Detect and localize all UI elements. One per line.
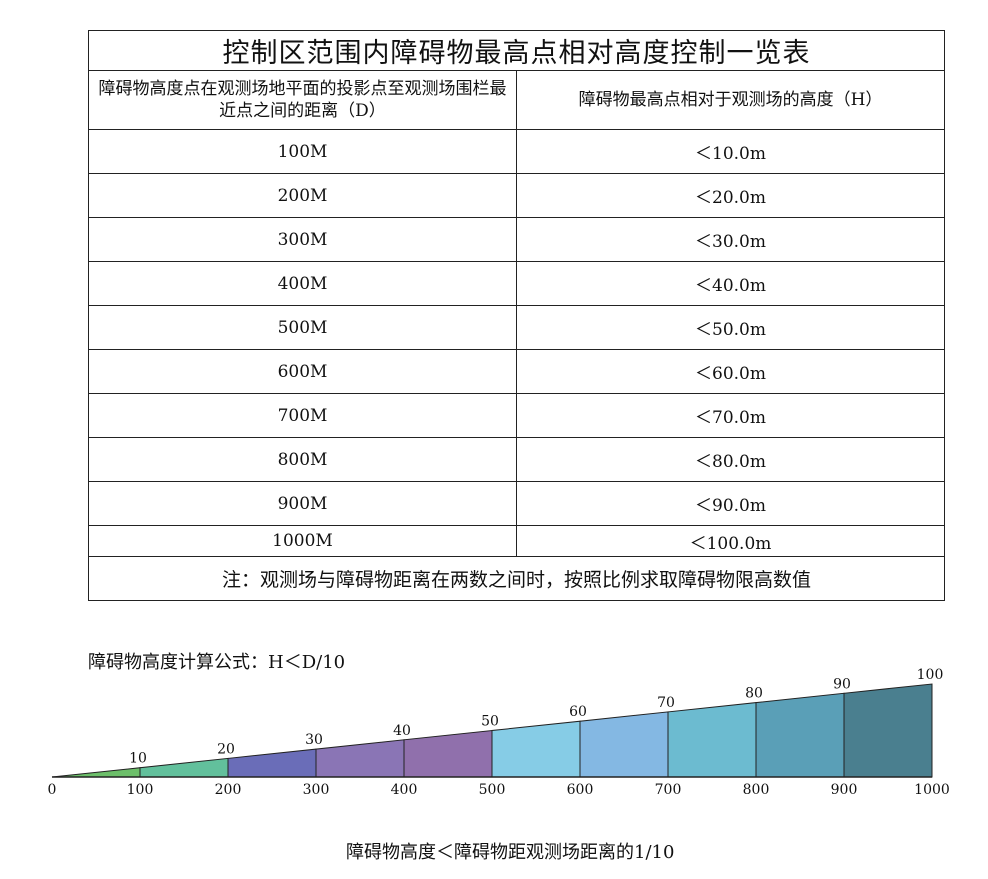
table-row: 600M ＜60.0m — [88, 349, 945, 394]
formula-text: 障碍物高度计算公式：H＜D/10 — [88, 652, 346, 673]
height-cell: ＜60.0m — [516, 349, 945, 394]
height-control-table-section: 控制区范围内障碍物最高点相对高度控制一览表 障碍物高度点在观测场地平面的投影点至… — [88, 30, 945, 601]
wedge-segment-700 — [579, 711, 669, 778]
height-cell: ＜10.0m — [516, 129, 945, 174]
distance-cell: 400M — [88, 261, 517, 306]
header-distance: 障碍物高度点在观测场地平面的投影点至观测场围栏最近点之间的距离（D） — [88, 70, 517, 130]
height-label-10: 10 — [129, 751, 147, 767]
distance-label-800: 800 — [743, 782, 770, 798]
height-limit-wedge-diagram: 0 100 10 200 20 300 30 400 40 500 50 600 60 700 70 800 8… — [48, 667, 950, 798]
distance-cell: 700M — [88, 393, 517, 438]
header-height: 障碍物最高点相对于观测场的高度（H） — [516, 70, 945, 130]
table-row: 400M ＜40.0m — [88, 261, 945, 306]
height-label-70: 70 — [657, 695, 675, 711]
height-label-20: 20 — [217, 741, 235, 757]
height-label-60: 60 — [569, 704, 587, 720]
distance-label-700: 700 — [655, 782, 682, 798]
distance-cell: 100M — [88, 129, 517, 174]
height-label-40: 40 — [393, 723, 411, 739]
distance-label-200: 200 — [215, 782, 242, 798]
table-row: 1000M ＜100.0m — [88, 525, 945, 557]
distance-cell: 200M — [88, 173, 517, 218]
height-control-table: 控制区范围内障碍物最高点相对高度控制一览表 障碍物高度点在观测场地平面的投影点至… — [88, 30, 945, 601]
height-cell: ＜40.0m — [516, 261, 945, 306]
height-label-90: 90 — [833, 676, 851, 692]
table-row: 300M ＜30.0m — [88, 217, 945, 262]
table-note: 注：观测场与障碍物距离在两数之间时，按照比例求取障碍物限高数值 — [88, 556, 945, 601]
height-cell: ＜90.0m — [516, 481, 945, 526]
height-cell: ＜50.0m — [516, 305, 945, 350]
wedge-segment-500 — [403, 729, 493, 778]
height-cell: ＜20.0m — [516, 173, 945, 218]
wedge-segment-200 — [139, 757, 229, 778]
distance-label-100: 100 — [127, 782, 154, 798]
distance-label-origin: 0 — [48, 782, 57, 798]
height-cell: ＜80.0m — [516, 437, 945, 482]
distance-label-600: 600 — [567, 782, 594, 798]
distance-cell: 300M — [88, 217, 517, 262]
distance-cell: 1000M — [88, 525, 517, 557]
wedge-segment-300 — [227, 748, 317, 778]
distance-label-1000: 1000 — [914, 782, 950, 798]
table-row: 800M ＜80.0m — [88, 437, 945, 482]
height-label-100: 100 — [917, 667, 944, 683]
height-label-30: 30 — [305, 732, 323, 748]
wedge-segment-900 — [755, 692, 845, 778]
height-cell: ＜100.0m — [516, 525, 945, 557]
table-row: 500M ＜50.0m — [88, 305, 945, 350]
wedge-segment-400 — [315, 739, 405, 778]
table-row: 200M ＜20.0m — [88, 173, 945, 218]
distance-cell: 600M — [88, 349, 517, 394]
height-label-50: 50 — [481, 714, 499, 730]
distance-cell: 800M — [88, 437, 517, 482]
height-cell: ＜70.0m — [516, 393, 945, 438]
wedge-segment-600 — [491, 720, 581, 778]
table-row: 100M ＜10.0m — [88, 129, 945, 174]
distance-cell: 500M — [88, 305, 517, 350]
distance-cell: 900M — [88, 481, 517, 526]
height-cell: ＜30.0m — [516, 217, 945, 262]
diagram-caption: 障碍物高度＜障碍物距观测场距离的1/10 — [346, 842, 675, 863]
wedge-segment-800 — [667, 702, 757, 778]
table-title: 控制区范围内障碍物最高点相对高度控制一览表 — [88, 30, 945, 71]
table-row: 700M ＜70.0m — [88, 393, 945, 438]
distance-label-900: 900 — [831, 782, 858, 798]
distance-label-400: 400 — [391, 782, 418, 798]
table-row: 900M ＜90.0m — [88, 481, 945, 526]
wedge-segment-100 — [51, 767, 141, 778]
wedge-segment-1000 — [843, 683, 933, 778]
distance-label-300: 300 — [303, 782, 330, 798]
height-label-80: 80 — [745, 686, 763, 702]
distance-label-500: 500 — [479, 782, 506, 798]
